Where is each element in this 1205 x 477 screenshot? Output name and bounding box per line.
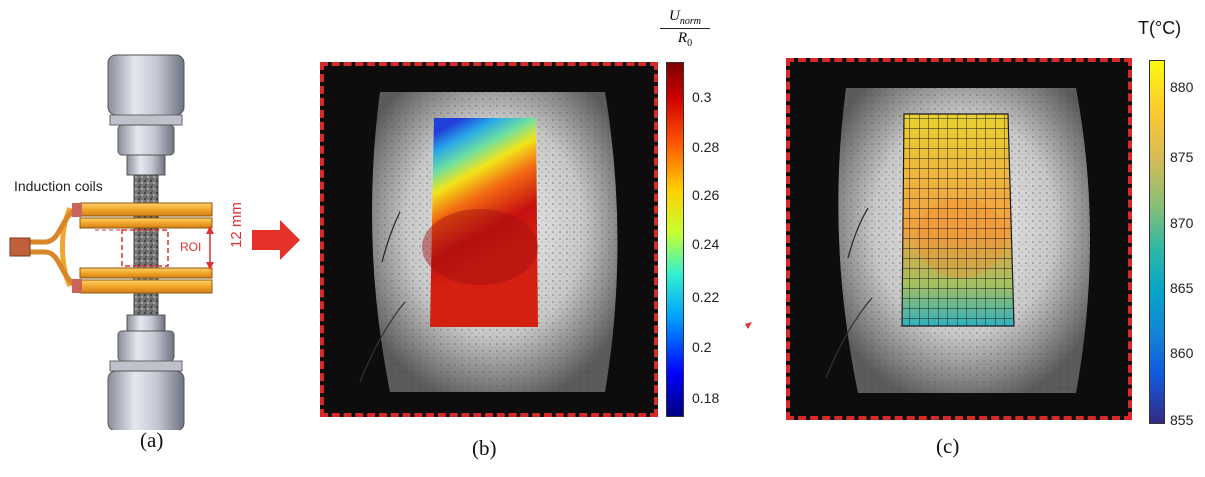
induction-coils	[9, 202, 213, 294]
specimen-photo-b	[324, 66, 654, 413]
colorbar-c-tick: 855	[1170, 412, 1194, 428]
dimension-arrow	[206, 226, 214, 270]
colorbar-b-tick: 0.28	[692, 139, 720, 155]
red-arrow	[252, 220, 300, 260]
small-red-mark	[745, 322, 752, 329]
colorbar-b-tick: 0.22	[692, 289, 720, 305]
colorbar-b	[666, 62, 684, 417]
colorbar-b-title-numerator: U	[669, 8, 680, 24]
induction-coils-label: Induction coils	[14, 178, 103, 194]
colorbar-c	[1149, 60, 1165, 424]
colorbar-b-title: Unorm R0	[660, 8, 710, 49]
caption-b: (b)	[472, 436, 497, 460]
panel-c-image	[786, 58, 1132, 420]
colorbar-b-tick: 0.2	[692, 339, 712, 355]
specimen	[133, 174, 159, 316]
colorbar-b-title-denominator: R	[677, 30, 688, 46]
temperature-field-mesh	[901, 113, 1015, 327]
colorbar-b-tick: 0.24	[692, 236, 720, 252]
normalized-displacement-field	[422, 118, 538, 327]
panel-b-image	[320, 62, 658, 417]
induction-setup-diagram	[9, 54, 214, 430]
roi-label: ROI	[180, 240, 202, 254]
colorbar-b-tick: 0.3	[692, 89, 712, 105]
colorbar-c-tick: 870	[1170, 215, 1194, 231]
bottom-grip-fitting	[107, 314, 185, 430]
colorbar-c-tick: 875	[1170, 149, 1194, 165]
caption-c: (c)	[936, 434, 960, 458]
colorbar-c-tick: 880	[1170, 79, 1194, 95]
colorbar-c-title: T(°C)	[1138, 18, 1182, 38]
colorbar-b-tick: 0.26	[692, 187, 720, 203]
roi-box	[121, 229, 169, 267]
colorbar-c-tick: 860	[1170, 345, 1194, 361]
colorbar-c-tick: 865	[1170, 280, 1194, 296]
colorbar-b-tick: 0.18	[692, 390, 720, 406]
dimension-label: 12 mm	[228, 202, 245, 248]
caption-a: (a)	[140, 428, 164, 452]
colorbar-b-title-numerator-sub: norm	[679, 16, 701, 27]
top-grip-fitting	[107, 54, 185, 176]
panel-a: Induction coils ROI 12 mm (a)	[0, 0, 260, 477]
colorbar-b-title-denominator-sub: 0	[687, 38, 693, 49]
specimen-photo-c	[790, 62, 1128, 416]
